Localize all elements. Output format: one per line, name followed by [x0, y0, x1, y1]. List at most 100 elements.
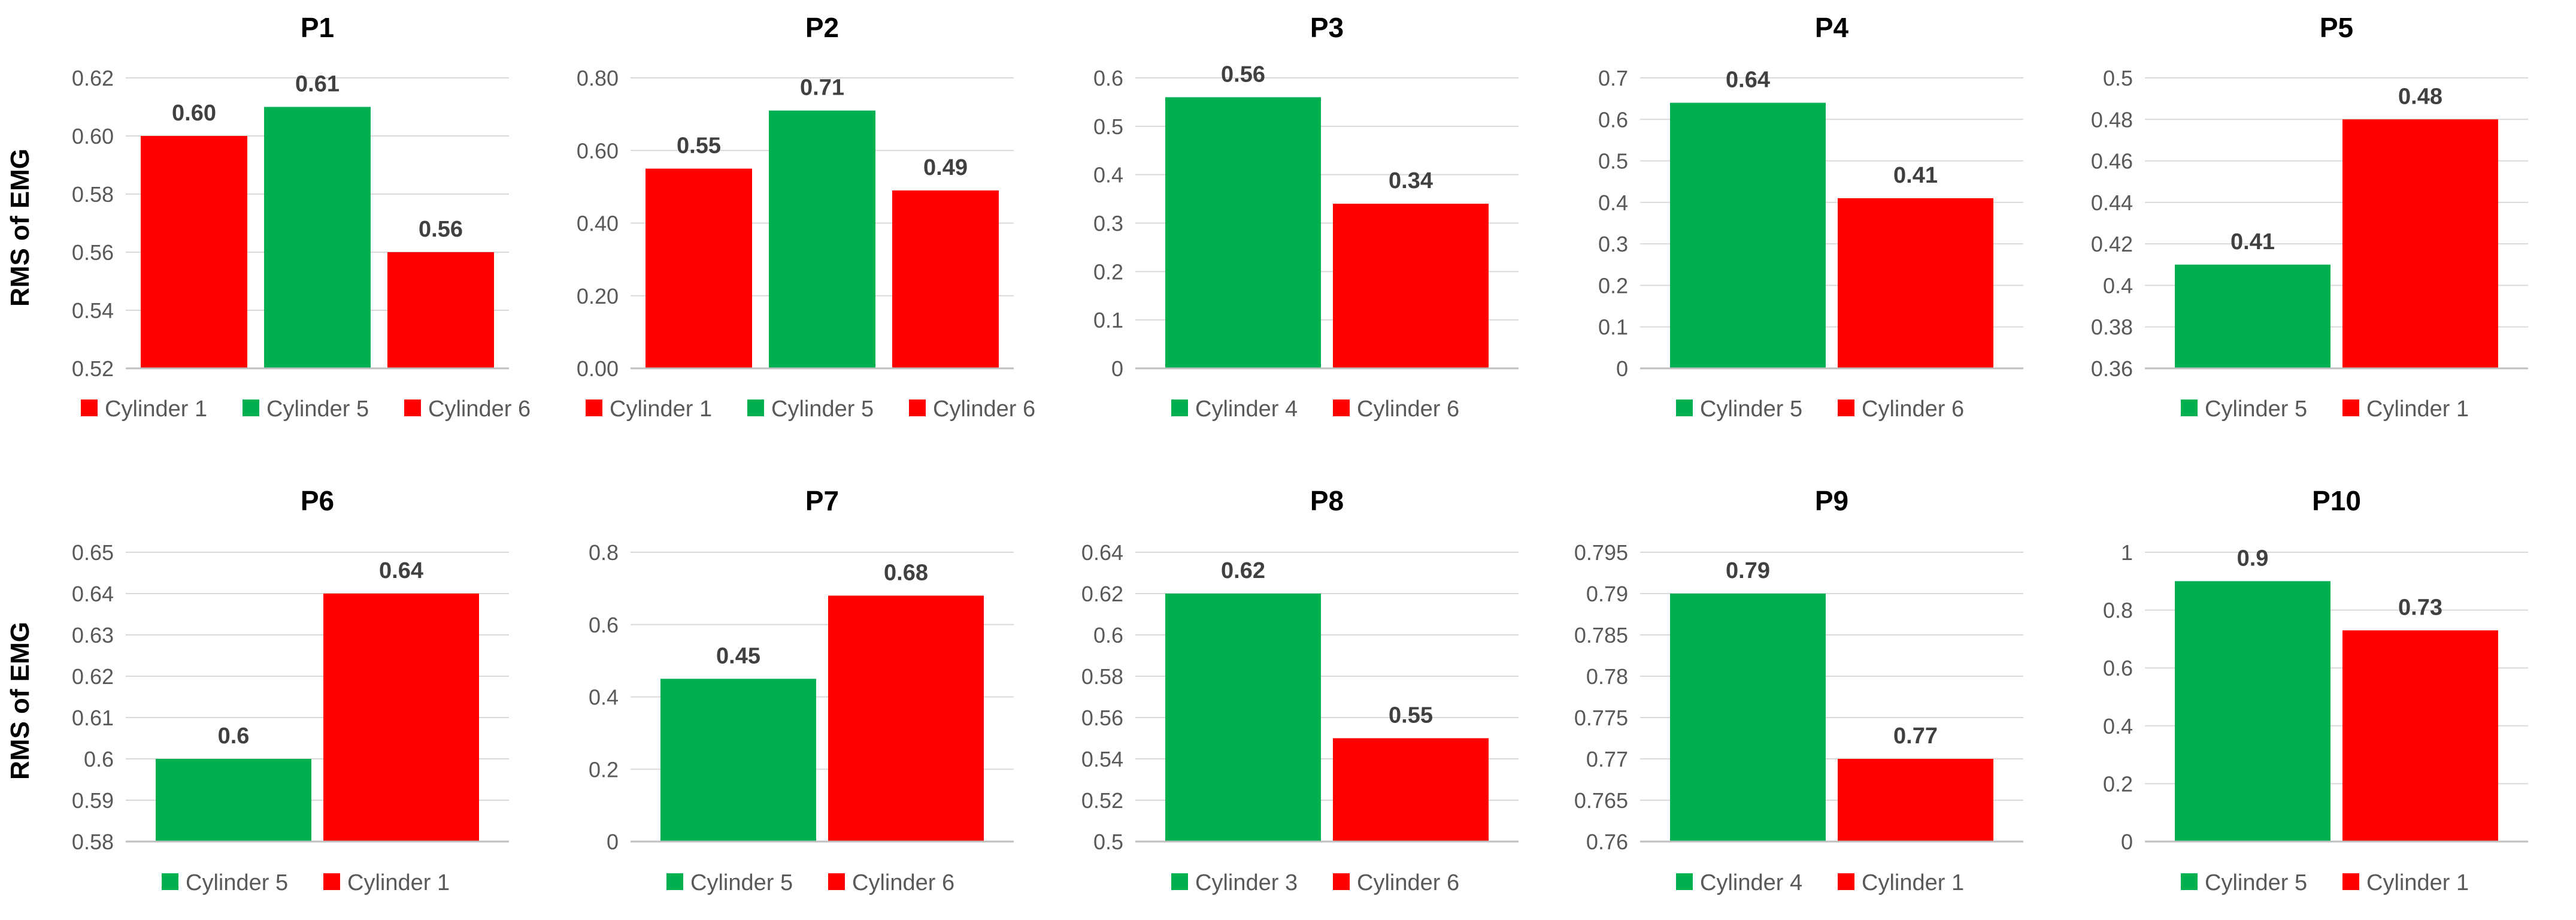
legend-swatch: [81, 400, 98, 416]
data-label: 0.41: [1893, 163, 1938, 188]
y-tick-label: 0.4: [2103, 714, 2133, 739]
legend-label: Cylinder 6: [1357, 397, 1459, 422]
y-tick-label: 0.2: [1093, 259, 1123, 284]
y-tick-label: 0.40: [577, 211, 619, 236]
chart-title: P5: [2320, 12, 2353, 43]
chart-title: P10: [2312, 485, 2361, 516]
y-tick-label: 0.4: [1093, 163, 1123, 187]
legend-label: Cylinder 5: [186, 870, 288, 895]
legend-label: Cylinder 3: [1195, 870, 1298, 895]
legend-swatch: [666, 873, 683, 890]
data-label: 0.41: [2230, 229, 2275, 255]
bar-cylinder-6: [387, 252, 494, 368]
legend-swatch: [909, 400, 926, 416]
y-tick-label: 0.775: [1574, 706, 1628, 730]
y-tick-label: 0.38: [2091, 315, 2133, 340]
y-tick-label: 0.795: [1574, 540, 1628, 565]
y-tick-label: 0.3: [1093, 211, 1123, 236]
chart-title: P1: [301, 12, 334, 43]
y-axis-label-row-2: RMS of EMG: [5, 622, 35, 780]
y-tick-label: 0: [607, 830, 619, 854]
bar-cylinder-6: [1333, 738, 1489, 842]
y-tick-label: 0.62: [72, 664, 114, 689]
y-tick-label: 0.62: [72, 66, 114, 90]
data-label: 0.68: [884, 560, 928, 585]
legend-label: Cylinder 5: [690, 870, 793, 895]
chart-title: P6: [301, 485, 334, 516]
y-tick-label: 0.61: [72, 706, 114, 730]
y-tick-label: 0.56: [1081, 706, 1123, 730]
y-tick-label: 0: [1616, 356, 1628, 381]
legend-label: Cylinder 1: [610, 397, 712, 422]
legend-label: Cylinder 5: [2205, 870, 2307, 895]
legend-label: Cylinder 6: [933, 397, 1035, 422]
y-tick-label: 0.48: [2091, 107, 2133, 132]
y-tick-label: 0.8: [589, 540, 619, 565]
y-tick-label: 0.54: [72, 298, 114, 323]
legend-swatch: [1171, 873, 1188, 890]
y-tick-label: 0.60: [72, 124, 114, 149]
bar-cylinder-1: [323, 594, 479, 842]
chart-p10: P10 0 0.2 0.4 0.6 0.8 1 0.9 0.73 Cylinder 5 Cylind…: [2103, 485, 2528, 895]
y-axis-label-row-1: RMS of EMG: [5, 149, 35, 307]
y-tick-label: 0.6: [1598, 107, 1628, 132]
y-tick-label: 0.62: [1081, 582, 1123, 606]
chart-p9: P9 0.76 0.765 0.77 0.775 0.78 0.785 0.79 0.795 0.…: [1574, 485, 2023, 895]
data-label: 0.71: [800, 75, 844, 101]
chart-title: P8: [1310, 485, 1344, 516]
chart-p4: P4 0 0.1 0.2 0.3 0.4 0.5 0.6 0.7 0.64 0.41 Cylinder…: [1598, 12, 2023, 422]
y-tick-label: 0.64: [72, 582, 114, 606]
y-tick-label: 0.63: [72, 623, 114, 647]
legend-label: Cylinder 5: [771, 397, 874, 422]
y-tick-label: 0.00: [577, 356, 619, 381]
y-tick-label: 0.4: [1598, 190, 1628, 215]
legend-label: Cylinder 6: [1357, 870, 1459, 895]
y-tick-label: 0.42: [2091, 232, 2133, 256]
bar-cylinder-1: [1838, 759, 1993, 842]
y-tick-label: 0.58: [1081, 664, 1123, 689]
y-tick-label: 0.52: [1081, 788, 1123, 813]
y-tick-label: 0.6: [2103, 656, 2133, 680]
chart-title: P2: [805, 12, 839, 43]
y-tick-label: 0: [2121, 830, 2133, 854]
data-label: 0.56: [419, 217, 463, 242]
bar-cylinder-5: [2175, 581, 2330, 842]
legend-label: Cylinder 4: [1700, 870, 1802, 895]
y-tick-label: 0.8: [2103, 598, 2133, 623]
chart-p7: P7 0 0.2 0.4 0.6 0.8 0.45 0.68 Cylinder 5 Cylinde…: [589, 485, 1014, 895]
bar-cylinder-5: [156, 759, 311, 842]
y-tick-label: 0.65: [72, 540, 114, 565]
y-tick-label: 0.78: [1586, 664, 1628, 689]
data-label: 0.55: [677, 134, 721, 159]
bar-cylinder-1: [645, 168, 752, 368]
y-tick-label: 0.64: [1081, 540, 1123, 565]
bar-cylinder-5: [264, 107, 371, 368]
legend-label: Cylinder 4: [1195, 397, 1298, 422]
bar-cylinder-1: [2342, 630, 2498, 842]
legend-label: Cylinder 1: [1862, 870, 1964, 895]
y-tick-label: 0.58: [72, 182, 114, 207]
y-tick-label: 0.60: [577, 138, 619, 163]
chart-p1: P1 0.52 0.54 0.56 0.58 0.60 0.62 0.60 0.61 0.56 Cy…: [72, 12, 531, 422]
data-label: 0.49: [923, 155, 968, 180]
legend-label: Cylinder 5: [1700, 397, 1802, 422]
legend-label: Cylinder 1: [2366, 397, 2469, 422]
y-tick-label: 0.785: [1574, 623, 1628, 647]
y-tick-label: 0.6: [1093, 66, 1123, 90]
y-tick-label: 0.58: [72, 830, 114, 854]
bar-cylinder-1: [2342, 119, 2498, 369]
chart-title: P9: [1815, 485, 1848, 516]
y-tick-label: 0.765: [1574, 788, 1628, 813]
data-label: 0.77: [1893, 724, 1938, 749]
bar-cylinder-4: [1670, 594, 1826, 842]
chart-title: P7: [805, 485, 839, 516]
data-label: 0.73: [2398, 595, 2442, 620]
bar-cylinder-6: [892, 190, 999, 368]
data-label: 0.55: [1389, 703, 1433, 728]
y-tick-label: 0.1: [1093, 308, 1123, 332]
legend-label: Cylinder 6: [852, 870, 954, 895]
legend-swatch: [1676, 400, 1693, 416]
data-label: 0.61: [295, 72, 340, 97]
y-tick-label: 0.54: [1081, 747, 1123, 771]
